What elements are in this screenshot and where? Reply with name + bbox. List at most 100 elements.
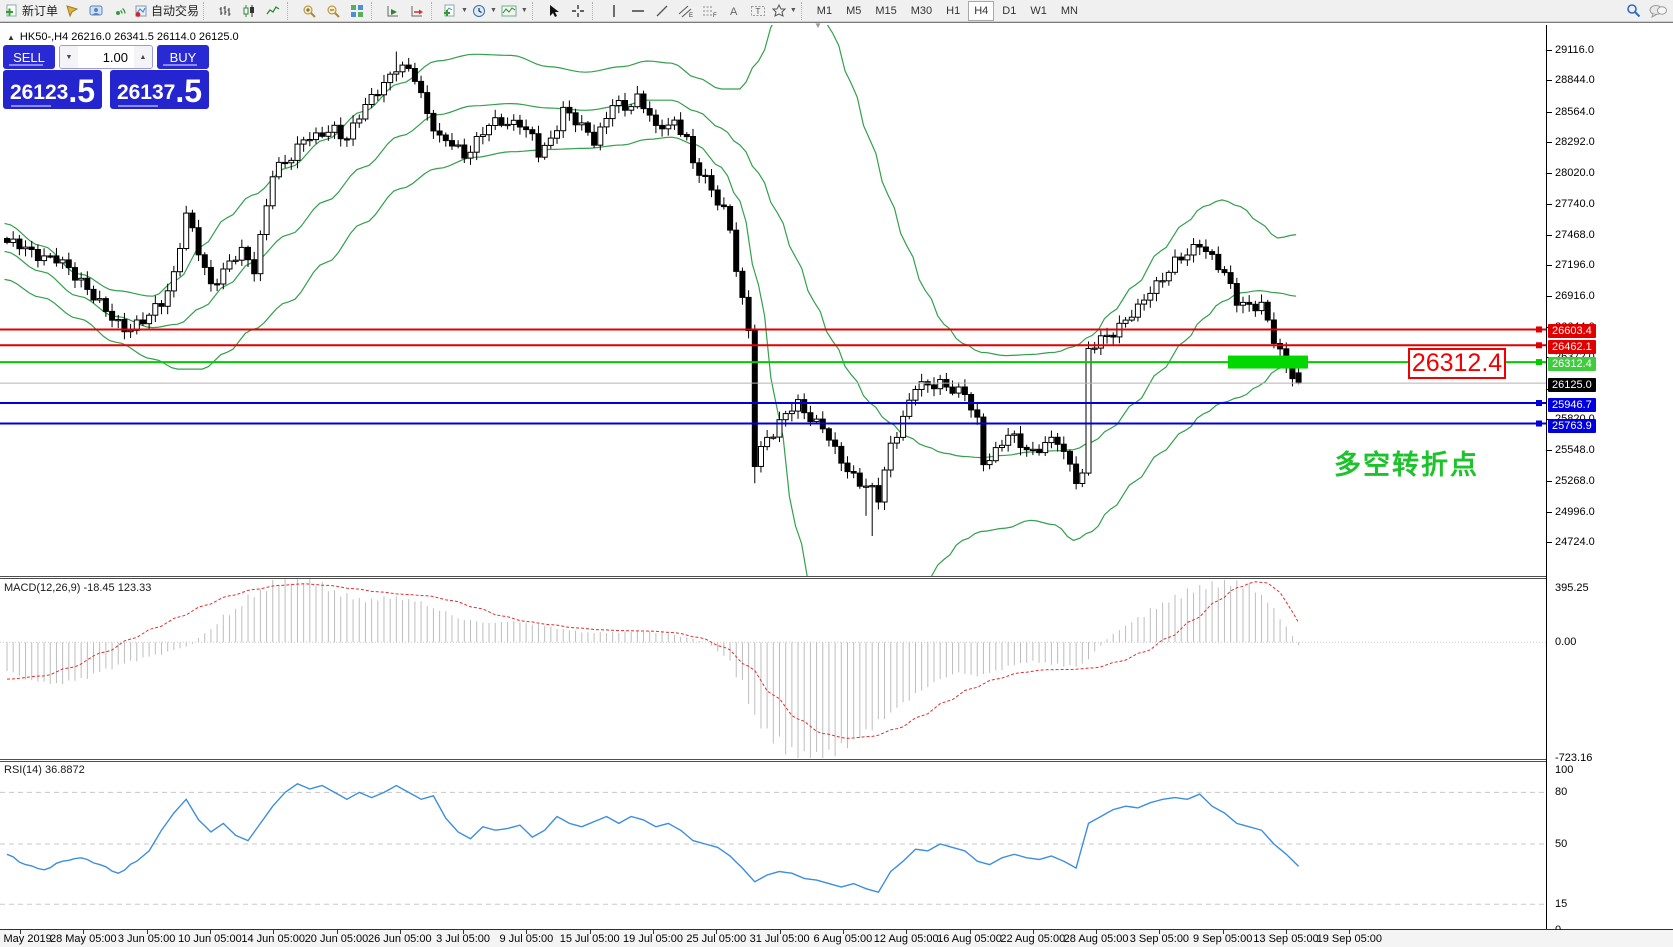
time-tick bbox=[1286, 930, 1287, 934]
time-tick-label: 3 Jun 05:00 bbox=[117, 933, 176, 945]
price-tick bbox=[1547, 204, 1552, 206]
vertical-line-button[interactable] bbox=[602, 1, 626, 21]
time-tick bbox=[969, 930, 971, 934]
volume-increase-button[interactable]: ▲ bbox=[134, 46, 152, 68]
timeframe-mn-button[interactable]: MN bbox=[1060, 4, 1078, 17]
pane-divider[interactable] bbox=[0, 576, 1673, 579]
timeframe-m5-button[interactable]: M5 bbox=[846, 4, 862, 17]
timeframe-w1-button[interactable]: W1 bbox=[1030, 4, 1047, 17]
price-level-label: 26312.4 bbox=[1548, 357, 1596, 372]
price-tick-label: 27740.0 bbox=[1555, 198, 1595, 211]
time-tick bbox=[716, 930, 718, 934]
sell-button[interactable]: SELL bbox=[3, 45, 55, 69]
time-tick bbox=[526, 930, 528, 934]
dropdown-caret-icon: ▼ bbox=[789, 7, 797, 14]
trendline-button[interactable] bbox=[650, 1, 674, 21]
time-tick-label: 13 Sep 05:00 bbox=[1253, 933, 1319, 945]
toolbar-separator bbox=[287, 1, 295, 20]
search-icon[interactable] bbox=[1626, 3, 1641, 18]
timeframe-m1-button[interactable]: M1 bbox=[816, 4, 833, 17]
auto-trading-button[interactable]: 自动交易 bbox=[132, 1, 201, 21]
volume-decrease-button[interactable]: ▼ bbox=[60, 46, 78, 68]
rsi-pane[interactable] bbox=[0, 761, 1546, 929]
channel-icon: E bbox=[678, 5, 693, 18]
price-tick-label: 24724.0 bbox=[1555, 536, 1595, 548]
timeframe-h4-button[interactable]: H4 bbox=[968, 0, 995, 21]
main-toolbar: 新订单 自动交易 ▼ ▼ bbox=[0, 0, 1673, 22]
price-tick bbox=[1547, 80, 1552, 82]
price-annotation-box[interactable]: 26312.4 bbox=[1408, 348, 1506, 380]
chart-shift-button[interactable] bbox=[405, 1, 429, 21]
price-level-label: 26603.4 bbox=[1548, 324, 1596, 339]
sell-price-main: 26123 bbox=[9, 81, 69, 104]
price-axis[interactable]: 29116.0 28844.0 28564.0 28292.0 28020.0 27740… bbox=[1546, 25, 1673, 936]
price-tick-label: 25548.0 bbox=[1555, 443, 1595, 456]
time-tick bbox=[1222, 930, 1224, 934]
timeframe-m30-button[interactable]: M30 bbox=[910, 4, 933, 17]
timeframe-d1-button[interactable]: D1 bbox=[1002, 4, 1017, 17]
zoom-in-button[interactable] bbox=[297, 1, 321, 21]
time-tick-label: 22 Aug 05:00 bbox=[1000, 933, 1066, 945]
bar-chart-button[interactable] bbox=[213, 1, 237, 21]
channel-letter: E bbox=[689, 13, 693, 18]
timeframe-h1-button[interactable]: H1 bbox=[946, 4, 961, 17]
fibonacci-button[interactable]: F bbox=[698, 1, 722, 21]
trendline-icon bbox=[656, 5, 668, 16]
price-tick bbox=[1547, 449, 1552, 451]
zoom-out-button[interactable] bbox=[321, 1, 345, 21]
template-icon bbox=[501, 5, 517, 16]
chart-shift-icon bbox=[411, 5, 424, 16]
crosshair-icon bbox=[571, 4, 584, 17]
fibo-letter: F bbox=[713, 13, 717, 18]
main-chart[interactable] bbox=[0, 25, 1546, 577]
tile-windows-icon bbox=[351, 4, 364, 17]
text-label-button[interactable]: T bbox=[746, 1, 770, 21]
crosshair-button[interactable] bbox=[566, 1, 590, 21]
price-tick bbox=[1547, 481, 1552, 483]
time-tick bbox=[463, 930, 465, 934]
periods-button[interactable]: ▼ bbox=[470, 1, 499, 21]
pane-divider[interactable] bbox=[0, 759, 1673, 762]
toolbar-separator bbox=[203, 1, 211, 20]
gold-pointer-icon bbox=[66, 4, 79, 17]
horizontal-line-button[interactable] bbox=[626, 1, 650, 21]
turning-point-annotation[interactable]: 多空转折点 bbox=[1334, 450, 1479, 480]
collapse-arrow-icon[interactable]: ▲ bbox=[7, 32, 15, 42]
price-tick bbox=[1547, 234, 1552, 236]
macd-max-label: 395.25 bbox=[1555, 582, 1589, 594]
line-chart-button[interactable] bbox=[261, 1, 285, 21]
volume-spinner: ▼ ▲ bbox=[59, 45, 153, 69]
profile-button[interactable] bbox=[84, 1, 108, 21]
auto-scroll-button[interactable] bbox=[381, 1, 405, 21]
arrows-button[interactable]: ▼ bbox=[770, 1, 799, 21]
time-tick-label: 25 Jul 05:00 bbox=[686, 933, 747, 945]
templates-button[interactable]: ▼ bbox=[499, 1, 530, 21]
timeframe-m15-button[interactable]: M15 bbox=[875, 4, 897, 17]
auto-trading-label: 自动交易 bbox=[151, 4, 200, 18]
time-tick-label: 14 Jun 05:00 bbox=[241, 933, 305, 945]
signals-button[interactable] bbox=[108, 1, 132, 21]
price-tick-label: 28844.0 bbox=[1555, 74, 1595, 87]
window-splitter-icon[interactable]: ▼ bbox=[814, 21, 822, 30]
text-button[interactable]: A bbox=[722, 1, 746, 21]
new-order-label: 新订单 bbox=[22, 4, 59, 18]
sell-price-button[interactable]: 26123.5 bbox=[3, 70, 102, 109]
equidistant-channel-button[interactable]: E bbox=[674, 1, 698, 21]
buy-button[interactable]: BUY bbox=[157, 45, 209, 69]
tile-windows-button[interactable] bbox=[345, 1, 369, 21]
buy-price-button[interactable]: 26137.5 bbox=[110, 70, 209, 109]
dropdown-caret-icon: ▼ bbox=[489, 7, 497, 14]
text-letter: A bbox=[730, 6, 738, 18]
candlestick-chart-button[interactable] bbox=[237, 1, 261, 21]
new-order-button[interactable]: 新订单 bbox=[3, 1, 60, 21]
macd-pane[interactable] bbox=[0, 579, 1546, 758]
toolbar-separator bbox=[531, 1, 540, 20]
arrows-icon bbox=[771, 3, 786, 17]
cursor-button[interactable] bbox=[542, 1, 566, 21]
new-chart-button[interactable]: ▼ bbox=[441, 1, 470, 21]
horizontal-line-icon bbox=[631, 9, 644, 12]
chat-icon[interactable] bbox=[1649, 4, 1667, 18]
favorites-button[interactable] bbox=[60, 1, 84, 21]
volume-input[interactable] bbox=[78, 46, 134, 68]
